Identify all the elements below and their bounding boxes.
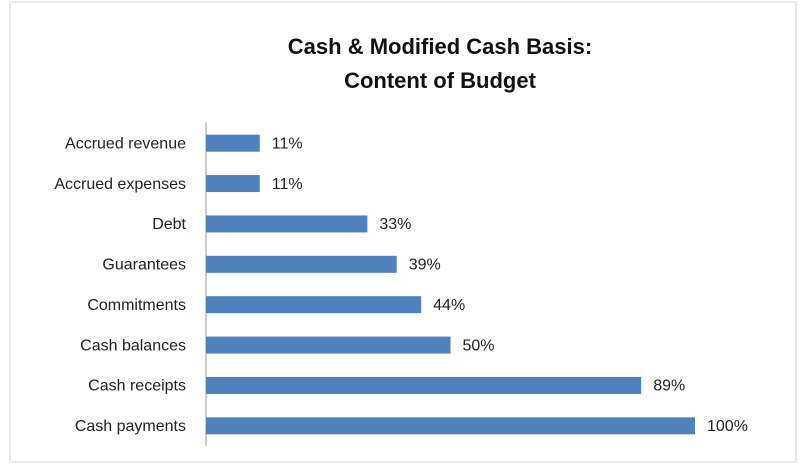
y-tick-label: Guarantees	[102, 257, 186, 274]
bar	[206, 417, 695, 435]
y-tick-label: Accrued expenses	[54, 176, 186, 193]
y-tick-label: Cash balances	[80, 337, 186, 354]
y-tick-label: Debt	[152, 216, 186, 233]
data-label: 11%	[272, 176, 303, 193]
bar	[206, 255, 397, 273]
data-label: 100%	[707, 418, 748, 435]
data-label: 89%	[653, 378, 685, 395]
bar	[206, 336, 451, 354]
y-tick-label: Commitments	[87, 297, 186, 314]
y-tick-label: Cash payments	[75, 418, 186, 435]
bar	[206, 296, 422, 314]
data-label: 11%	[272, 135, 303, 152]
data-label: 44%	[433, 297, 465, 314]
data-label: 39%	[409, 257, 441, 274]
data-label: 33%	[379, 216, 411, 233]
chart-title: Cash & Modified Cash Basis:	[288, 34, 592, 59]
y-tick-label: Accrued revenue	[65, 135, 186, 152]
data-label: 50%	[463, 337, 495, 354]
bar	[206, 215, 368, 233]
bar	[206, 134, 260, 152]
bar	[206, 175, 260, 193]
chart-title: Content of Budget	[344, 68, 537, 93]
y-tick-label: Cash receipts	[88, 378, 186, 395]
bar	[206, 376, 642, 394]
